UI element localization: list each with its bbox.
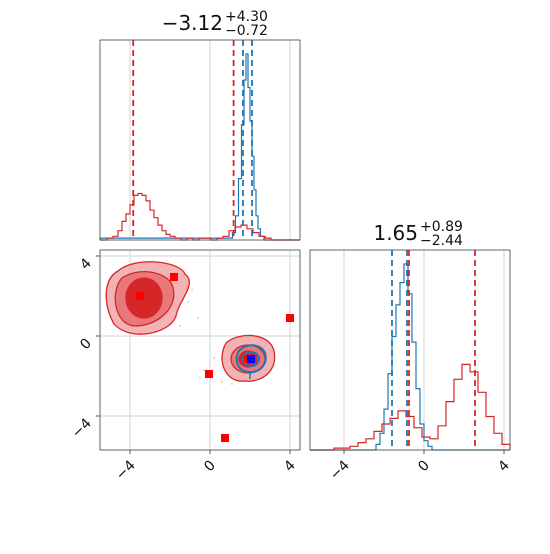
- x-tick-label: 4: [495, 457, 513, 475]
- contour-blue-inner: [242, 351, 260, 367]
- sample-point: [213, 357, 215, 359]
- sample-point: [231, 383, 233, 385]
- marginal-y-panel: 1.65 +0.89−2.44 −4 0 4: [309, 219, 513, 483]
- sample-point: [203, 369, 205, 371]
- marginal-x-panel: −3.12 +4.30−0.72: [99, 9, 301, 241]
- panel-frame: [309, 249, 511, 451]
- histogram-series-blue: [99, 53, 300, 241]
- sample-point: [197, 317, 199, 319]
- red-marker: [205, 370, 213, 378]
- sample-point: [179, 325, 181, 327]
- sample-point: [221, 381, 223, 383]
- panel-title: 1.65: [373, 221, 418, 245]
- sample-point: [199, 377, 201, 379]
- joint-panel: −4 0 4 −4 0 4: [69, 249, 301, 483]
- panel-title-upper-error: +4.30: [225, 9, 268, 25]
- red-marker: [286, 314, 294, 322]
- panel-frame: [99, 39, 301, 241]
- histogram-series-red: [310, 363, 511, 451]
- x-tick-label: −4: [327, 457, 353, 483]
- y-tick-label: 4: [77, 255, 95, 273]
- x-tick-label: 0: [201, 458, 219, 476]
- panel-title-lower-error: −0.72: [225, 23, 268, 39]
- red-marker: [136, 292, 144, 300]
- sample-point: [191, 289, 193, 291]
- sample-point: [187, 301, 189, 303]
- histogram-series-red: [100, 192, 300, 241]
- y-tick-label: −4: [69, 415, 95, 441]
- blue-marker: [247, 355, 255, 363]
- panel-title: −3.12: [162, 11, 223, 35]
- panel-title-upper-error: +0.89: [420, 219, 463, 235]
- red-marker: [221, 434, 229, 442]
- red-marker: [170, 273, 178, 281]
- x-tick-label: 4: [281, 457, 299, 475]
- histogram-series-blue: [310, 263, 510, 451]
- x-tick-label: −4: [113, 457, 139, 483]
- contour-blue-outer: [235, 344, 267, 374]
- x-tick-label: 0: [415, 458, 433, 476]
- panel-title-lower-error: −2.44: [420, 233, 463, 249]
- panel-frame: [99, 249, 301, 451]
- y-tick-label: 0: [77, 336, 95, 354]
